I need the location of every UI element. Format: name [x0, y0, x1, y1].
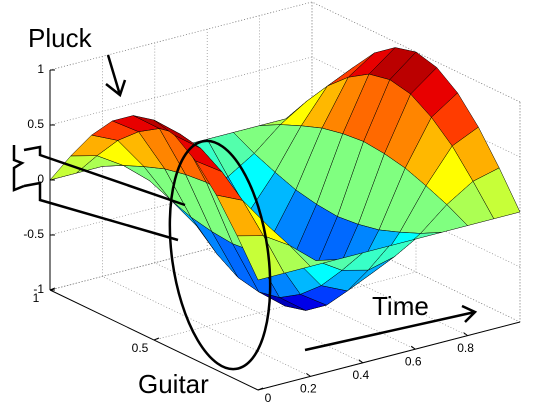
chart: -1-0.500.510.20.40.60.800.51 Pluck Time …	[0, 0, 534, 402]
x-tick	[154, 338, 159, 340]
surface	[50, 48, 520, 311]
y-tick-label: 0.4	[352, 368, 369, 382]
x-tick-label: 0.5	[132, 341, 149, 355]
guitar-head	[14, 145, 24, 190]
y-tick-label: 0.2	[300, 382, 317, 396]
annotation-time: Time	[372, 291, 429, 321]
x-tick-label: 0	[265, 391, 272, 402]
z-tick-label: -0.5	[23, 227, 44, 241]
z-tick-label: 1	[37, 62, 44, 76]
y-tick-label: 0.8	[457, 341, 474, 355]
annotation-guitar: Guitar	[138, 369, 209, 399]
pluck-arrow	[106, 55, 125, 95]
x-tick-label: 1	[33, 291, 40, 305]
annotation-pluck: Pluck	[28, 23, 93, 53]
z-tick-label: 0.5	[27, 117, 44, 131]
y-tick-label: 0.6	[405, 354, 422, 368]
